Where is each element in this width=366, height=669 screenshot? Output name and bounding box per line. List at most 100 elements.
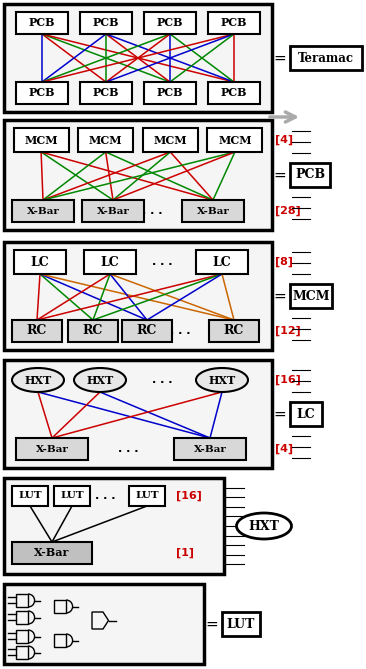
Text: LC: LC [213, 256, 231, 268]
Text: X-Bar: X-Bar [97, 207, 130, 215]
Text: LC: LC [296, 407, 315, 421]
Text: . . .: . . . [142, 206, 162, 216]
Text: =: = [274, 50, 286, 66]
Text: =: = [274, 288, 286, 304]
Bar [16, 438, 88, 460]
Text: PCB: PCB [29, 88, 55, 98]
Bar [12, 320, 62, 342]
Bar [144, 12, 196, 34]
Bar [209, 320, 259, 342]
Bar [14, 128, 68, 152]
Bar [84, 250, 136, 274]
Bar [129, 486, 165, 506]
Bar [196, 250, 248, 274]
Bar [290, 46, 362, 70]
Text: . . .: . . . [95, 491, 115, 501]
Bar [78, 128, 133, 152]
Text: MCM: MCM [153, 134, 187, 145]
Bar [4, 584, 204, 664]
Bar [16, 646, 28, 659]
Text: PCB: PCB [221, 17, 247, 29]
Bar [4, 4, 272, 112]
Text: X-Bar: X-Bar [27, 207, 59, 215]
Text: . . .: . . . [152, 257, 172, 267]
Text: [1]: [1] [176, 548, 194, 558]
Text: PCB: PCB [93, 88, 119, 98]
Text: [4]: [4] [275, 444, 293, 454]
Bar [54, 486, 90, 506]
Bar [82, 200, 144, 222]
Text: . . .: . . . [170, 326, 190, 336]
Bar [122, 320, 172, 342]
Ellipse shape [236, 513, 291, 539]
Bar [16, 82, 68, 104]
Bar [54, 634, 66, 647]
Bar [16, 594, 28, 607]
Bar [12, 200, 74, 222]
Text: MCM: MCM [24, 134, 58, 145]
Text: =: = [274, 407, 286, 421]
Text: LC: LC [31, 256, 49, 268]
Bar [80, 12, 132, 34]
Text: Teramac: Teramac [298, 52, 354, 64]
Text: X-Bar: X-Bar [34, 547, 70, 559]
Text: X-Bar: X-Bar [197, 207, 229, 215]
Text: . . .: . . . [118, 444, 138, 454]
Bar [12, 542, 92, 564]
Bar [208, 12, 260, 34]
Ellipse shape [74, 368, 126, 392]
Bar [12, 486, 48, 506]
Text: HXT: HXT [249, 520, 279, 533]
Bar [208, 128, 262, 152]
Text: HXT: HXT [208, 375, 236, 385]
Bar [208, 82, 260, 104]
Text: LC: LC [101, 256, 119, 268]
Text: [8]: [8] [275, 257, 293, 267]
Text: RC: RC [83, 324, 103, 337]
Polygon shape [92, 612, 108, 629]
Text: MCM: MCM [218, 134, 252, 145]
Bar [16, 630, 28, 643]
Text: [16]: [16] [275, 375, 301, 385]
Text: LUT: LUT [227, 617, 255, 630]
Bar [4, 120, 272, 230]
Bar [222, 612, 260, 636]
Text: [12]: [12] [275, 326, 301, 336]
Bar [4, 242, 272, 350]
Text: =: = [206, 617, 219, 632]
Text: LUT: LUT [60, 492, 84, 500]
Ellipse shape [196, 368, 248, 392]
Text: PCB: PCB [157, 88, 183, 98]
Ellipse shape [12, 368, 64, 392]
Bar [16, 611, 28, 624]
Text: LUT: LUT [135, 492, 159, 500]
Bar [144, 82, 196, 104]
Bar [68, 320, 118, 342]
Bar [290, 163, 330, 187]
Bar [16, 12, 68, 34]
Text: HXT: HXT [86, 375, 113, 385]
Text: MCM: MCM [292, 290, 330, 302]
Text: LUT: LUT [18, 492, 42, 500]
Text: . . .: . . . [152, 375, 172, 385]
Bar [4, 360, 272, 468]
Text: MCM: MCM [89, 134, 123, 145]
Text: RC: RC [27, 324, 47, 337]
Text: [28]: [28] [275, 206, 301, 216]
Text: RC: RC [224, 324, 244, 337]
Text: X-Bar: X-Bar [36, 444, 68, 454]
Text: RC: RC [137, 324, 157, 337]
Text: PCB: PCB [221, 88, 247, 98]
Bar [80, 82, 132, 104]
Text: PCB: PCB [93, 17, 119, 29]
Bar [4, 478, 224, 574]
Text: X-Bar: X-Bar [194, 444, 227, 454]
Text: [16]: [16] [176, 491, 202, 501]
Text: =: = [274, 167, 286, 183]
Bar [174, 438, 246, 460]
Text: [4]: [4] [275, 135, 293, 145]
Bar [290, 402, 322, 426]
Bar [290, 284, 332, 308]
Bar [54, 600, 66, 613]
Bar [143, 128, 198, 152]
